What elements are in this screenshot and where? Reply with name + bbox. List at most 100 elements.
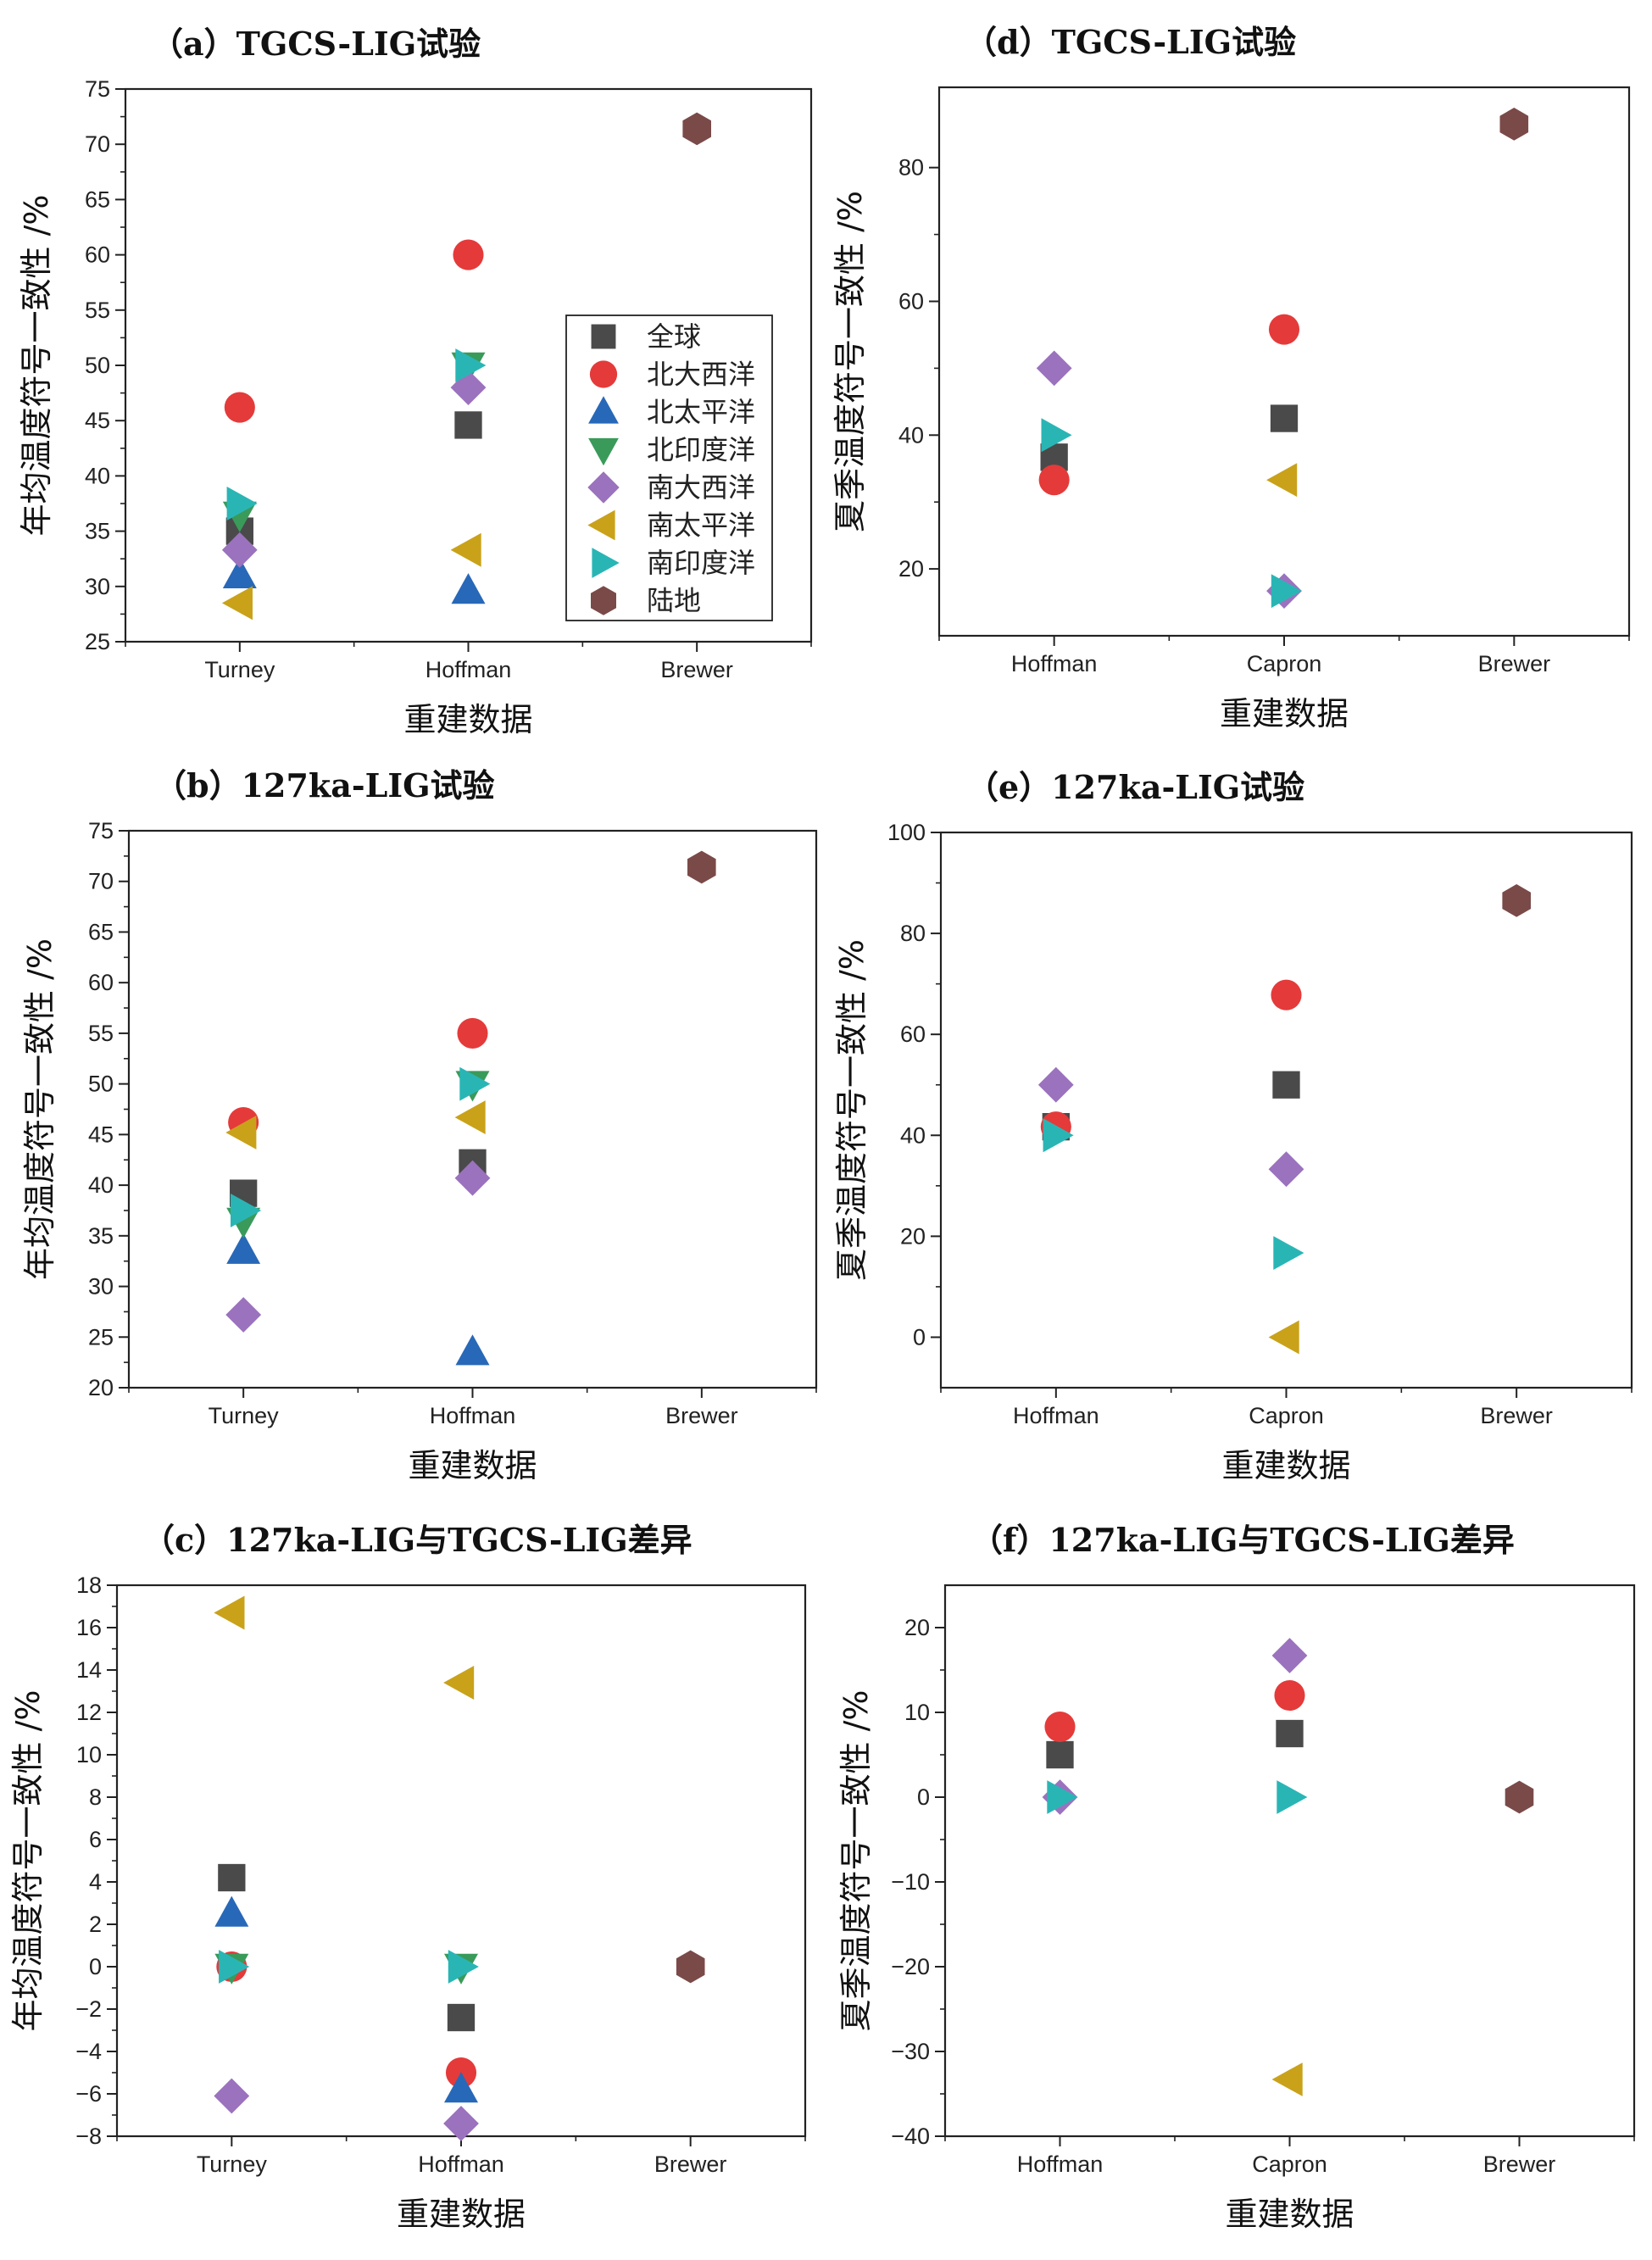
data-point bbox=[221, 532, 258, 568]
y-tick-label: 20 bbox=[900, 1223, 926, 1249]
y-tick-label: −4 bbox=[75, 2039, 102, 2064]
x-tick-label: Hoffman bbox=[1013, 1403, 1099, 1428]
data-markers bbox=[1036, 108, 1529, 609]
y-tick-label: 55 bbox=[85, 298, 110, 323]
plot-frame bbox=[115, 1584, 807, 2138]
data-point bbox=[454, 1100, 486, 1134]
data-point bbox=[214, 1895, 249, 1927]
data-point bbox=[443, 1666, 475, 1700]
x-tick-label: Hoffman bbox=[418, 2151, 504, 2177]
data-point bbox=[1271, 2062, 1303, 2096]
y-tick-label: −6 bbox=[75, 2081, 102, 2107]
y-tick-label: 10 bbox=[76, 1742, 102, 1767]
y-tick-label: 25 bbox=[88, 1324, 114, 1350]
y-tick-label: 55 bbox=[88, 1021, 114, 1046]
x-tick-label: Turney bbox=[204, 657, 275, 682]
data-point bbox=[226, 1233, 261, 1264]
data-point bbox=[218, 1863, 246, 1892]
data-point bbox=[1268, 1151, 1304, 1188]
data-point bbox=[687, 850, 716, 884]
chart-title: （a）TGCS-LIG试验 bbox=[151, 25, 481, 63]
y-tick-label: 0 bbox=[917, 1784, 930, 1810]
data-point bbox=[444, 2072, 478, 2103]
data-markers bbox=[214, 1595, 705, 2141]
y-tick-label: 20 bbox=[898, 556, 924, 582]
y-tick-label: 8 bbox=[89, 1784, 102, 1810]
y-tick-label: 100 bbox=[887, 820, 926, 845]
chart-title: （c）127ka-LIG与TGCS-LIG差异 bbox=[142, 1521, 693, 1559]
y-tick-label: 60 bbox=[900, 1021, 926, 1047]
y-tick-label: 50 bbox=[85, 353, 110, 378]
x-axis-label: 重建数据 bbox=[1225, 2196, 1354, 2233]
y-tick-label: 35 bbox=[85, 519, 110, 544]
data-point bbox=[448, 1950, 479, 1984]
y-axis-label: 年均温度符号一致性 /% bbox=[21, 938, 58, 1280]
x-tick-label: Hoffman bbox=[1011, 651, 1098, 676]
data-point bbox=[1046, 1740, 1074, 1769]
y-tick-label: 0 bbox=[89, 1954, 102, 1979]
data-point bbox=[1499, 108, 1529, 141]
data-point bbox=[1266, 463, 1298, 498]
data-point bbox=[459, 1066, 491, 1101]
y-tick-label: −2 bbox=[75, 1996, 102, 2022]
chart-panel-e: （e）127ka-LIG试验 0 20 40 60 80 100 Hoffman Capron B… bbox=[833, 768, 1633, 1484]
legend-marker bbox=[591, 586, 616, 615]
data-point bbox=[454, 411, 482, 439]
data-point bbox=[214, 2078, 250, 2114]
x-tick-label: Brewer bbox=[654, 2151, 727, 2177]
y-tick-label: 50 bbox=[88, 1072, 114, 1097]
y-tick-label: 40 bbox=[88, 1172, 114, 1198]
data-point bbox=[1271, 979, 1302, 1010]
y-tick-label: 30 bbox=[88, 1274, 114, 1300]
data-point bbox=[447, 2003, 476, 2032]
legend-marker bbox=[588, 437, 619, 466]
data-point bbox=[225, 1297, 262, 1333]
legend-label: 北太平洋 bbox=[647, 396, 755, 428]
y-tick-label: 6 bbox=[89, 1827, 102, 1852]
data-point bbox=[454, 1160, 491, 1196]
y-tick-label: 60 bbox=[85, 242, 110, 268]
data-point bbox=[682, 112, 711, 146]
y-tick-label: −40 bbox=[891, 2124, 930, 2149]
x-tick-label: Brewer bbox=[1483, 2151, 1556, 2177]
legend-label: 陆地 bbox=[647, 585, 701, 617]
data-point bbox=[1038, 465, 1070, 496]
chart-panel-f: （f）127ka-LIG与TGCS-LIG差异 −40 −30 −20 −10 0 10 20… bbox=[837, 1521, 1636, 2233]
x-tick-label: Hoffman bbox=[1017, 2151, 1104, 2177]
data-point bbox=[450, 532, 481, 567]
legend-label: 北大西洋 bbox=[647, 359, 755, 391]
data-point bbox=[1047, 1780, 1078, 1814]
data-point bbox=[455, 348, 487, 382]
x-tick-label: Brewer bbox=[1480, 1403, 1553, 1428]
data-point bbox=[676, 1950, 705, 1984]
y-tick-label: 75 bbox=[88, 818, 114, 843]
data-point bbox=[225, 1116, 257, 1149]
data-point bbox=[457, 1017, 488, 1049]
x-tick-label: Turney bbox=[209, 1403, 280, 1428]
chart-title: （d）TGCS-LIG试验 bbox=[965, 23, 1296, 61]
x-axis-label: 重建数据 bbox=[397, 2196, 526, 2233]
chart-panel-b: （b）127ka-LIG试验 20 25 30 35 40 45 50 55 60 65 70 75 Tu… bbox=[21, 766, 818, 1484]
legend-marker bbox=[588, 396, 619, 424]
x-axis-label: 重建数据 bbox=[408, 1447, 537, 1484]
x-tick-label: Capron bbox=[1249, 1403, 1324, 1428]
legend-marker bbox=[592, 548, 620, 578]
data-point bbox=[1273, 1236, 1304, 1270]
y-tick-label: 40 bbox=[900, 1122, 926, 1148]
chart-panel-a: （a）TGCS-LIG试验 25 30 35 40 45 50 55 60 65 70 75 Turne… bbox=[18, 25, 813, 738]
y-tick-label: −30 bbox=[891, 2039, 930, 2064]
y-tick-label: 10 bbox=[904, 1700, 930, 1725]
legend-label: 南大西洋 bbox=[647, 471, 755, 504]
x-tick-label: Hoffman bbox=[426, 657, 512, 682]
data-markers bbox=[225, 850, 716, 1366]
data-point bbox=[1505, 1780, 1534, 1814]
data-point bbox=[1043, 1118, 1074, 1153]
data-markers bbox=[1042, 1638, 1534, 2096]
y-tick-label: 25 bbox=[85, 629, 110, 654]
y-tick-label: 16 bbox=[76, 1615, 102, 1640]
y-tick-label: 70 bbox=[88, 869, 114, 894]
x-axis-label: 重建数据 bbox=[1220, 695, 1349, 732]
y-tick-label: −8 bbox=[75, 2124, 102, 2149]
x-tick-label: Brewer bbox=[1478, 651, 1551, 676]
